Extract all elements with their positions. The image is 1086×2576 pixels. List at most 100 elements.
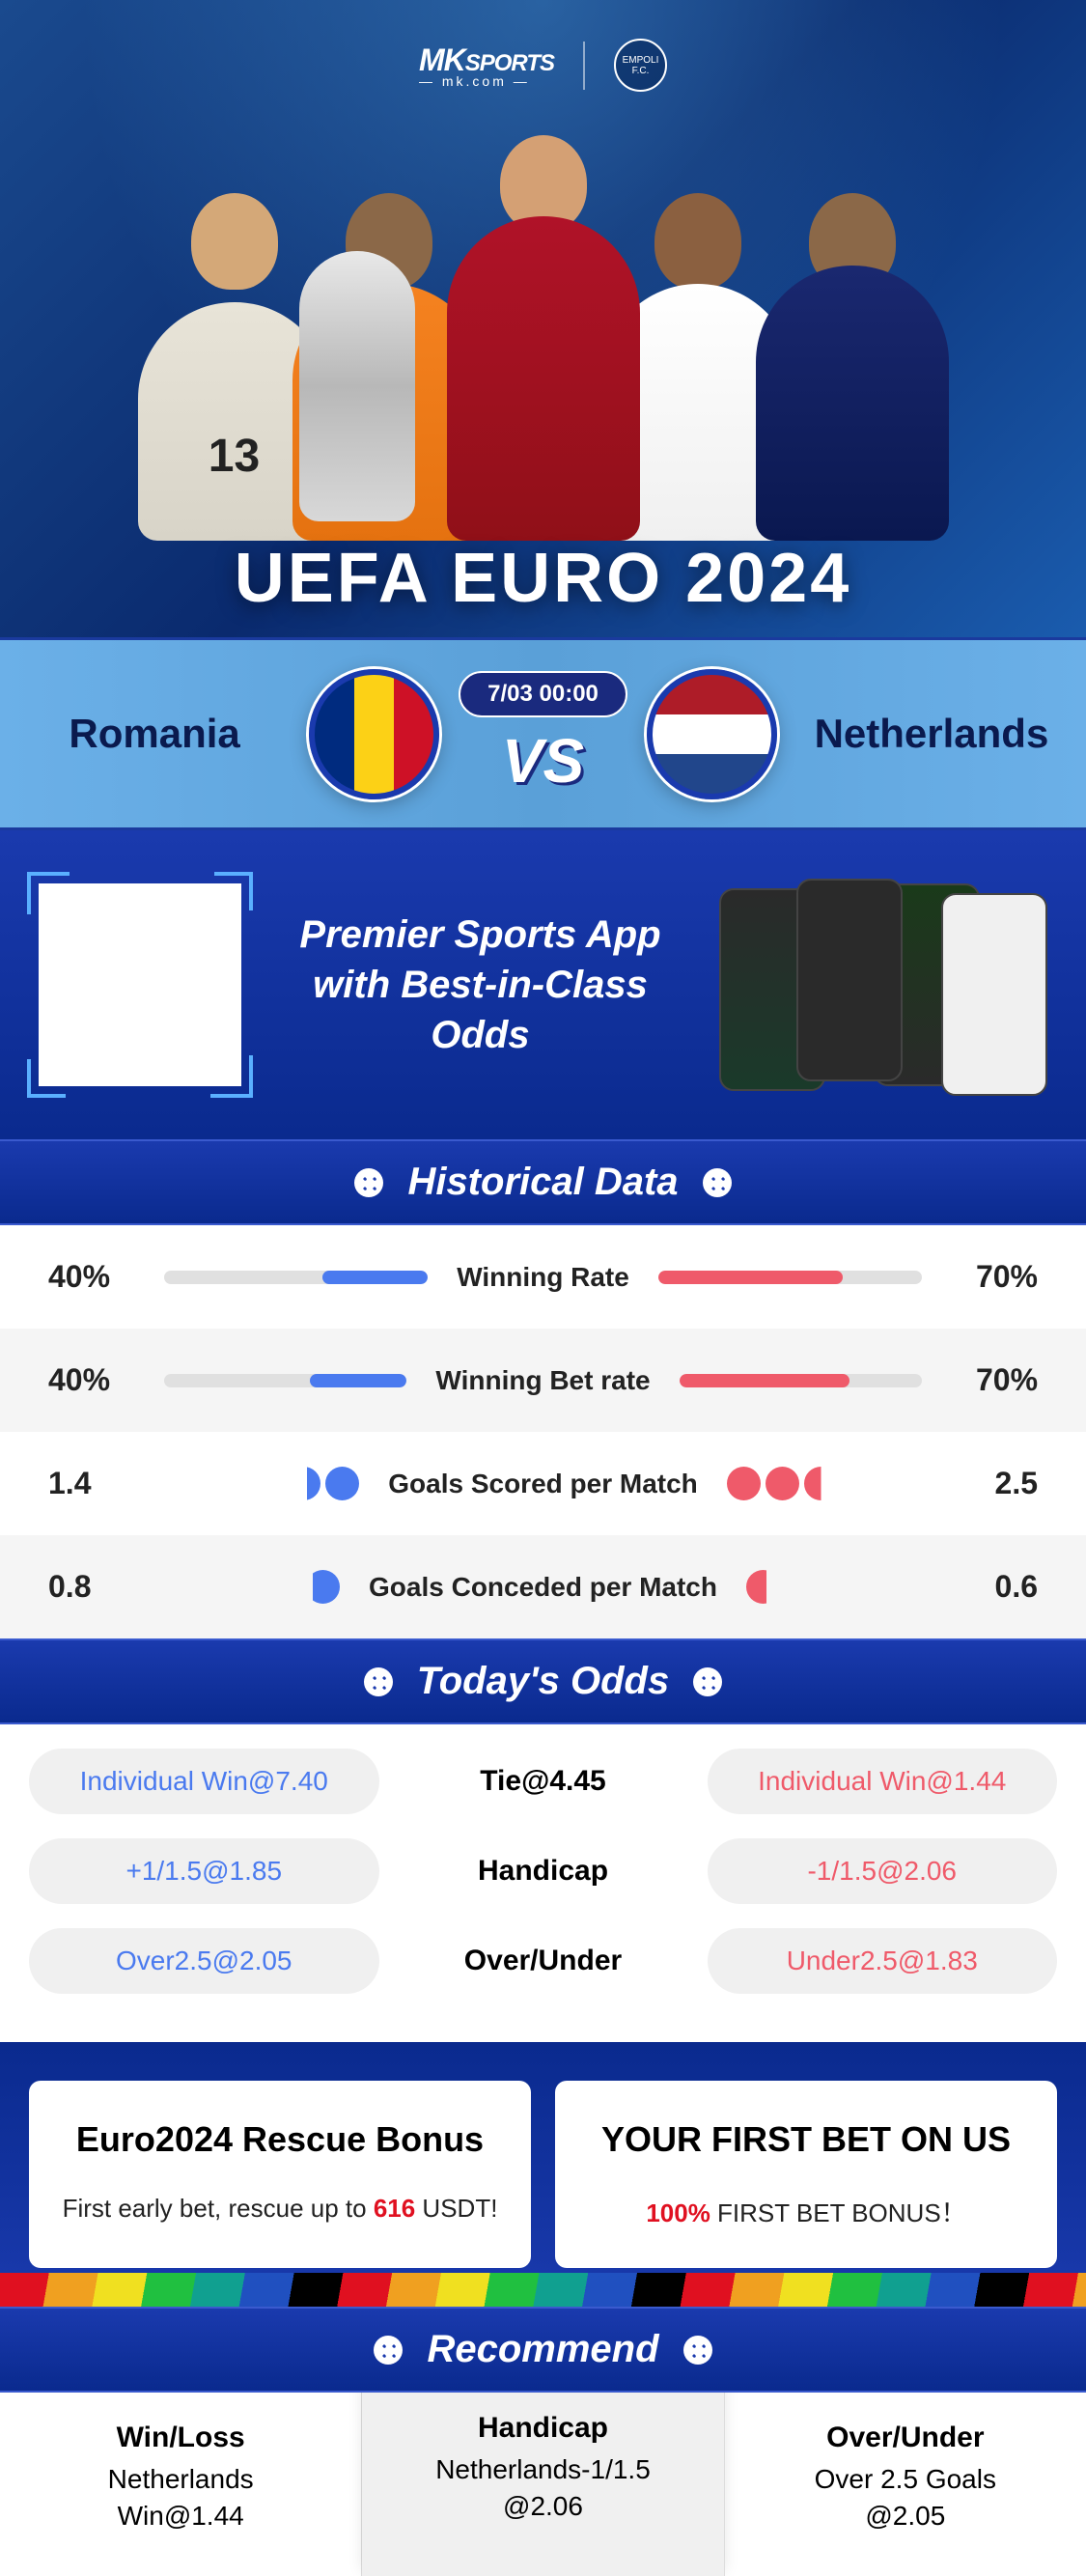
recommend-column[interactable]: Handicap Netherlands-1/1.5 @2.06 bbox=[362, 2383, 724, 2576]
odds-center: Tie@4.45 bbox=[408, 1765, 679, 1798]
match-center: 7/03 00:00 VS bbox=[309, 669, 777, 799]
stat-row: 0.8 Goals Conceded per Match 0.6 bbox=[0, 1535, 1086, 1638]
ball-icon bbox=[693, 1667, 722, 1696]
team-b-name: Netherlands bbox=[777, 711, 1086, 757]
rec-odds: @2.06 bbox=[381, 2491, 704, 2522]
vs-text: VS bbox=[502, 725, 584, 797]
recommend-title: Recommend bbox=[427, 2328, 658, 2371]
trophy-icon bbox=[299, 251, 415, 521]
bonus-text-2: 100% FIRST BET BONUS！ bbox=[584, 2194, 1028, 2229]
qr-code[interactable] bbox=[39, 883, 241, 1086]
balls-right bbox=[727, 1467, 922, 1500]
ball-icon bbox=[727, 1467, 761, 1500]
stat-row: 1.4 Goals Scored per Match 2.5 bbox=[0, 1432, 1086, 1535]
rec-odds: Win@1.44 bbox=[19, 2501, 342, 2532]
odds-row: Individual Win@7.40 Tie@4.45 Individual … bbox=[29, 1749, 1057, 1814]
promo-text: Premier Sports App with Best-in-Class Od… bbox=[280, 910, 681, 1060]
rec-title: Over/Under bbox=[744, 2422, 1067, 2454]
ball-icon bbox=[354, 1168, 383, 1197]
bonus-card-firstbet[interactable]: YOUR FIRST BET ON US 100% FIRST BET BONU… bbox=[555, 2081, 1057, 2268]
rec-title: Win/Loss bbox=[19, 2422, 342, 2454]
odds-left[interactable]: +1/1.5@1.85 bbox=[29, 1838, 379, 1904]
rec-odds: @2.05 bbox=[744, 2501, 1067, 2532]
odds-left[interactable]: Over2.5@2.05 bbox=[29, 1928, 379, 1994]
balls-left bbox=[164, 1570, 340, 1604]
bonus-title-2: YOUR FIRST BET ON US bbox=[584, 2119, 1028, 2160]
player-3 bbox=[447, 135, 640, 541]
ball-partial-icon bbox=[746, 1570, 780, 1604]
ball-icon bbox=[703, 1168, 732, 1197]
ball-icon bbox=[374, 2336, 403, 2365]
ball-partial-icon bbox=[306, 1570, 340, 1604]
bonus-text-1: First early bet, rescue up to 616 USDT! bbox=[58, 2194, 502, 2224]
ball-icon bbox=[683, 2336, 712, 2365]
stat-right-value: 2.5 bbox=[951, 1466, 1038, 1501]
stat-label: Winning Rate bbox=[457, 1262, 629, 1293]
recommend-column[interactable]: Over/Under Over 2.5 Goals @2.05 bbox=[725, 2393, 1086, 2576]
promo-line2: with Best-in-Class Odds bbox=[280, 960, 681, 1060]
hero-title: UEFA EURO 2024 bbox=[0, 539, 1086, 618]
bonus-card-rescue[interactable]: Euro2024 Rescue Bonus First early bet, r… bbox=[29, 2081, 531, 2268]
odds-row: +1/1.5@1.85 Handicap -1/1.5@2.06 bbox=[29, 1838, 1057, 1904]
recommend-column[interactable]: Win/Loss Netherlands Win@1.44 bbox=[0, 2393, 362, 2576]
odds-table: Individual Win@7.40 Tie@4.45 Individual … bbox=[0, 1724, 1086, 2042]
historical-stats: 40% Winning Rate 70% 40% Winning Bet rat… bbox=[0, 1225, 1086, 1638]
brand-suffix: SPORTS bbox=[465, 50, 554, 76]
ball-partial-icon bbox=[287, 1467, 320, 1500]
divider bbox=[583, 42, 585, 90]
ball-icon bbox=[766, 1467, 799, 1500]
odds-left[interactable]: Individual Win@7.40 bbox=[29, 1749, 379, 1814]
stat-bar-left bbox=[164, 1374, 406, 1387]
odds-center: Handicap bbox=[408, 1855, 679, 1888]
promo-line1: Premier Sports App bbox=[280, 910, 681, 960]
bonus-section: Euro2024 Rescue Bonus First early bet, r… bbox=[0, 2042, 1086, 2307]
stat-bar-right bbox=[658, 1271, 922, 1284]
balls-left bbox=[164, 1467, 359, 1500]
odds-header: Today's Odds bbox=[0, 1638, 1086, 1724]
rec-title: Handicap bbox=[381, 2412, 704, 2445]
brand-logo: MKSPORTS — mk.com — bbox=[419, 42, 554, 89]
rec-pick: Netherlands bbox=[19, 2464, 342, 2495]
recommend-table: Win/Loss Netherlands Win@1.44 Handicap N… bbox=[0, 2393, 1086, 2576]
stat-label: Goals Conceded per Match bbox=[369, 1572, 717, 1603]
stat-left-value: 40% bbox=[48, 1259, 135, 1295]
team-a-name: Romania bbox=[0, 711, 309, 757]
recommend-header: Recommend bbox=[0, 2307, 1086, 2393]
stat-bar-left bbox=[164, 1271, 428, 1284]
match-banner: Romania 7/03 00:00 VS Netherlands bbox=[0, 637, 1086, 830]
stat-row: 40% Winning Rate 70% bbox=[0, 1225, 1086, 1329]
odds-title: Today's Odds bbox=[417, 1660, 669, 1703]
hero-banner: MKSPORTS — mk.com — EMPOLI F.C. UEFA EUR… bbox=[0, 0, 1086, 637]
stat-left-value: 40% bbox=[48, 1362, 135, 1398]
odds-row: Over2.5@2.05 Over/Under Under2.5@1.83 bbox=[29, 1928, 1057, 1994]
vs-block: 7/03 00:00 VS bbox=[459, 671, 627, 797]
stat-row: 40% Winning Bet rate 70% bbox=[0, 1329, 1086, 1432]
promo-section: Premier Sports App with Best-in-Class Od… bbox=[0, 830, 1086, 1139]
app-screenshots bbox=[719, 879, 1047, 1091]
stat-right-value: 0.6 bbox=[951, 1569, 1038, 1605]
flag-romania bbox=[309, 669, 439, 799]
flag-netherlands bbox=[647, 669, 777, 799]
stat-right-value: 70% bbox=[951, 1259, 1038, 1295]
stat-right-value: 70% bbox=[951, 1362, 1038, 1398]
brand-name: MK bbox=[419, 42, 465, 77]
stat-label: Winning Bet rate bbox=[435, 1365, 650, 1396]
players-illustration bbox=[0, 135, 1086, 541]
historical-header: Historical Data bbox=[0, 1139, 1086, 1225]
bonus-title-1: Euro2024 Rescue Bonus bbox=[58, 2119, 502, 2160]
logo-bar: MKSPORTS — mk.com — EMPOLI F.C. bbox=[419, 39, 667, 92]
rec-pick: Over 2.5 Goals bbox=[744, 2464, 1067, 2495]
stat-bar-right bbox=[680, 1374, 922, 1387]
player-5 bbox=[756, 174, 949, 541]
club-badge: EMPOLI F.C. bbox=[614, 39, 667, 92]
odds-right[interactable]: Individual Win@1.44 bbox=[708, 1749, 1058, 1814]
balls-right bbox=[746, 1570, 922, 1604]
historical-title: Historical Data bbox=[407, 1161, 678, 1204]
odds-center: Over/Under bbox=[408, 1945, 679, 1977]
match-datetime: 7/03 00:00 bbox=[459, 671, 627, 717]
odds-right[interactable]: -1/1.5@2.06 bbox=[708, 1838, 1058, 1904]
odds-right[interactable]: Under2.5@1.83 bbox=[708, 1928, 1058, 1994]
rec-pick: Netherlands-1/1.5 bbox=[381, 2454, 704, 2485]
stat-left-value: 1.4 bbox=[48, 1466, 135, 1501]
stat-label: Goals Scored per Match bbox=[388, 1469, 698, 1499]
